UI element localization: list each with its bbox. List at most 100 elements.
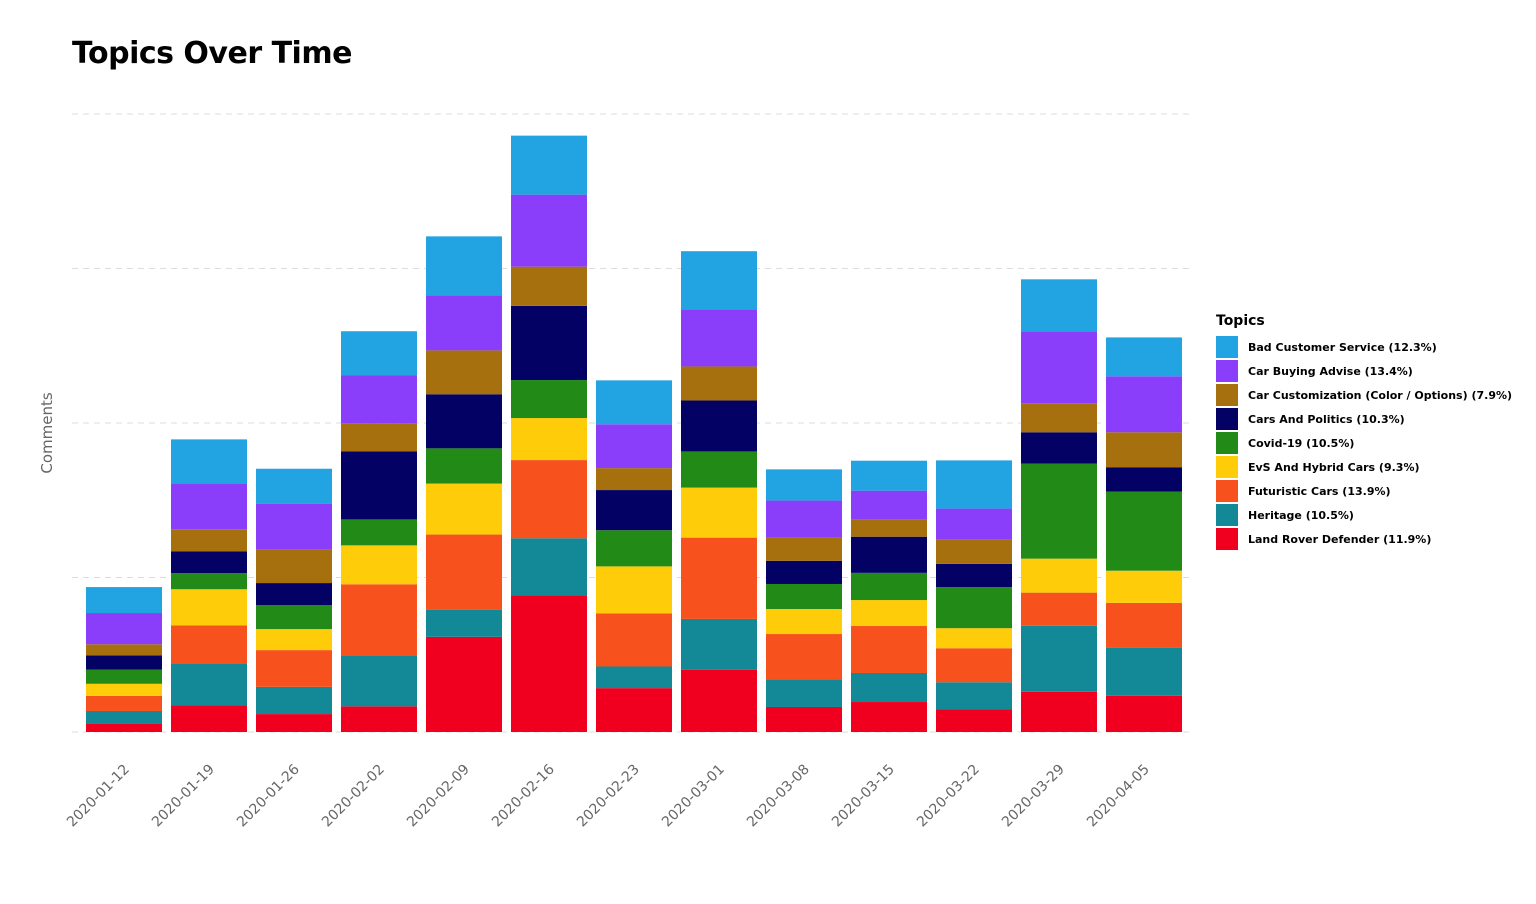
y-axis-label: Comments [38,392,56,473]
bar-segment [511,460,587,539]
legend-swatch [1216,528,1238,550]
bar-segment [1106,570,1182,603]
bar-segment [766,706,842,732]
bar-segment [1021,691,1097,732]
bar-segment [766,469,842,501]
bar-segment [596,490,672,531]
bar-segment [681,366,757,401]
bar-segment [936,508,1012,540]
legend-swatch [1216,408,1238,430]
bar-segment [1021,331,1097,404]
bar-segment [1106,647,1182,696]
bar-segment [341,584,417,656]
bar-segment [426,534,502,610]
legend-label: Covid-19 (10.5%) [1248,436,1355,450]
bar-segment [86,587,162,614]
bar-segment [86,723,162,732]
bar-segment [1106,491,1182,571]
bar-segment [681,487,757,538]
bar-segment [256,686,332,715]
bar-segment [851,536,927,573]
bar-segment [511,266,587,306]
x-tick-label: 2020-03-01 [659,762,728,831]
x-tick-label: 2020-03-08 [744,762,813,831]
bar-segment [511,595,587,732]
bar-segment [1021,279,1097,332]
legend-items: Bad Customer Service (12.3%) Car Buying A… [1216,335,1512,551]
bar-segment [426,394,502,449]
bar-segment [681,400,757,452]
legend-label: Futuristic Cars (13.9%) [1248,484,1391,498]
bar-segment [86,669,162,684]
bar-segment [851,600,927,627]
bar-segment [426,636,502,732]
bar-segment [171,573,247,590]
bar-segment [936,709,1012,732]
bar-segment [86,644,162,656]
x-tick-label: 2020-04-05 [1084,762,1153,831]
bar-segment [426,448,502,484]
legend-item: EvS And Hybrid Cars (9.3%) [1216,455,1512,479]
bar-segment [596,468,672,491]
bar-segment [511,538,587,596]
bar-segment [596,566,672,614]
bar-segment [851,672,927,703]
x-tick-label: 2020-03-15 [829,762,898,831]
bar-segment [1106,467,1182,492]
legend-swatch [1216,504,1238,526]
legend: Topics Bad Customer Service (12.3%) Car B… [1216,313,1512,551]
bar-segment [681,251,757,310]
x-tick-label: 2020-02-23 [574,762,643,831]
bar-segment [511,305,587,381]
bar-segment [426,609,502,637]
bar-segment [171,625,247,664]
bar-segment [341,375,417,424]
legend-swatch [1216,432,1238,454]
bar-segment [936,587,1012,629]
bar-segment [511,418,587,461]
legend-swatch [1216,360,1238,382]
legend-item: Bad Customer Service (12.3%) [1216,335,1512,359]
bar-segment [851,572,927,601]
bar-segment [681,537,757,619]
legend-item: Car Customization (Color / Options) (7.9… [1216,383,1512,407]
bar-segment [851,702,927,732]
bar-segment [341,451,417,520]
legend-item: Cars And Politics (10.3%) [1216,407,1512,431]
bar-segment [171,589,247,626]
legend-swatch [1216,336,1238,358]
legend-swatch [1216,456,1238,478]
bar-segment [341,331,417,376]
bar-segment [596,613,672,667]
legend-item: Heritage (10.5%) [1216,503,1512,527]
legend-item: Covid-19 (10.5%) [1216,431,1512,455]
x-tick-label: 2020-01-26 [234,761,303,830]
bar-segment [86,613,162,645]
legend-item: Car Buying Advise (13.4%) [1216,359,1512,383]
bar-segment [766,634,842,680]
bar-segment [426,236,502,296]
bar-segment [1106,432,1182,468]
bar-segment [596,688,672,732]
bar-segment [681,618,757,670]
legend-swatch [1216,384,1238,406]
bar-segment [511,380,587,419]
bar-segment [256,605,332,630]
bar-segment [86,655,162,670]
bar-segment [511,194,587,267]
legend-label: Heritage (10.5%) [1248,508,1354,522]
bar-segment [851,460,927,491]
bar-segment [936,648,1012,683]
bar-segment [766,679,842,707]
bar-segment [341,423,417,452]
bar-segment [766,500,842,538]
bar-segment [1106,337,1182,377]
bar-segment [1021,463,1097,559]
legend-label: Car Customization (Color / Options) (7.9… [1248,388,1513,402]
legend-label: Car Buying Advise (13.4%) [1248,364,1413,378]
legend-label: EvS And Hybrid Cars (9.3%) [1248,460,1420,474]
bar-segment [1021,432,1097,464]
bar-segment [171,439,247,484]
bar-segment [936,539,1012,564]
